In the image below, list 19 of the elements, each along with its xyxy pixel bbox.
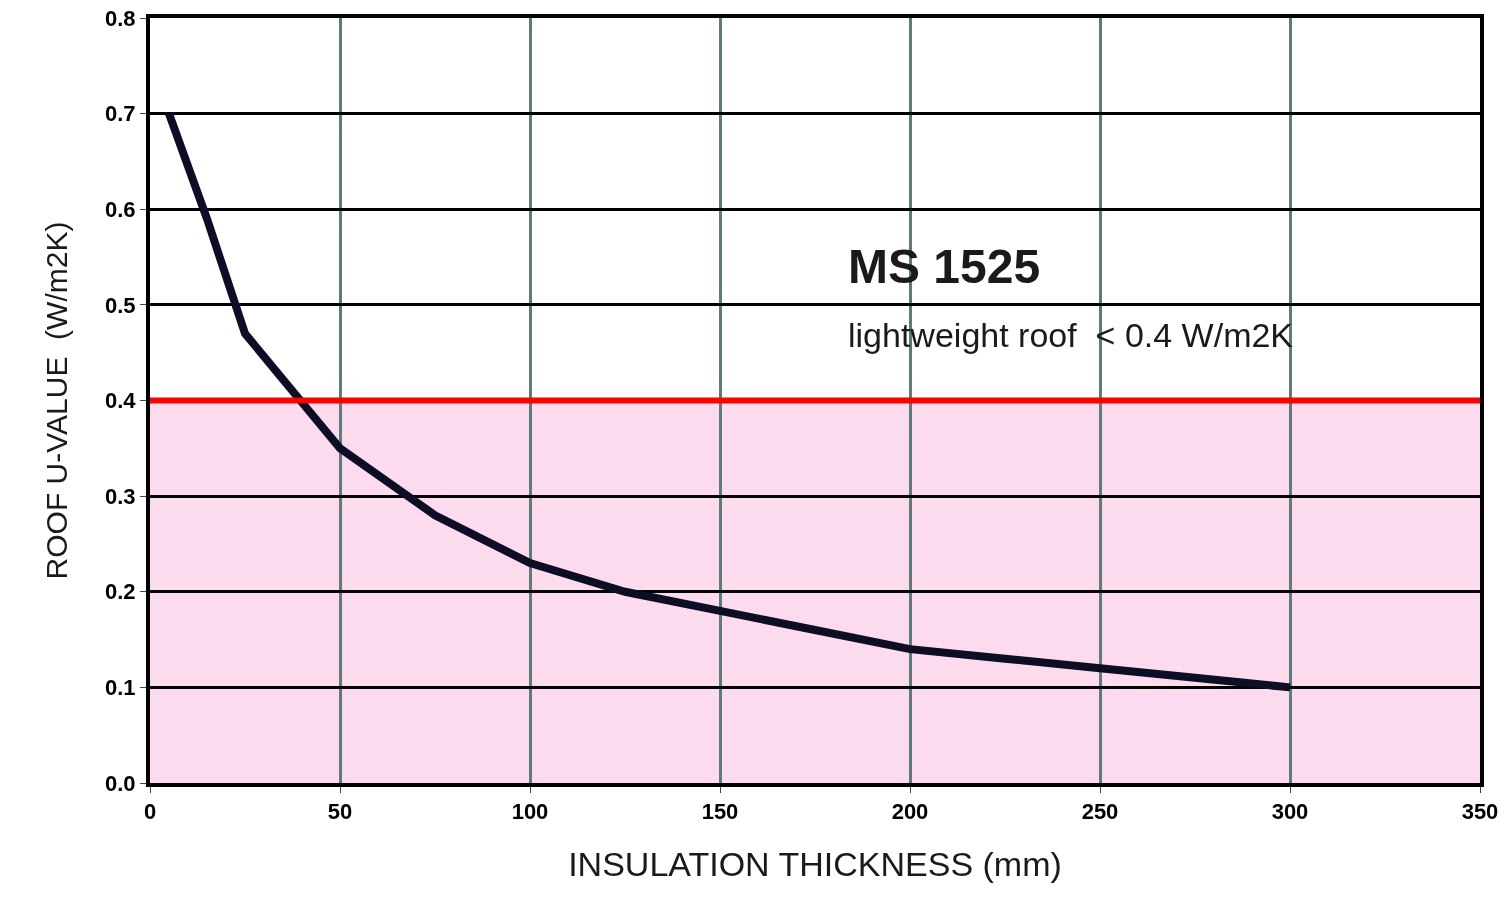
y-tick-label: 0.3 [105,483,136,509]
x-tick-label: 350 [1461,799,1499,825]
y-tick-label: 0.0 [105,770,136,796]
x-tick-label: 100 [511,799,549,825]
x-tick-label: 0 [143,799,157,825]
x-tick-label: 50 [327,799,353,825]
x-tick-label: 250 [1081,799,1119,825]
x-axis-title: INSULATION THICKNESS (mm) [568,845,1062,884]
y-tick-label: 0.1 [105,675,136,701]
y-tick-label: 0.4 [105,388,137,414]
y-axis-title: ROOF U-VALUE (W/m2K) [39,221,73,580]
y-tick-label: 0.8 [105,5,136,31]
y-tick-label: 0.7 [105,101,136,127]
x-tick-label: 150 [701,799,739,825]
y-tick-label: 0.2 [105,579,136,605]
x-tick-label: 200 [891,799,929,825]
x-tick-label: 300 [1271,799,1309,825]
y-tick-label: 0.5 [105,292,136,318]
y-tick-label: 0.6 [105,196,136,222]
